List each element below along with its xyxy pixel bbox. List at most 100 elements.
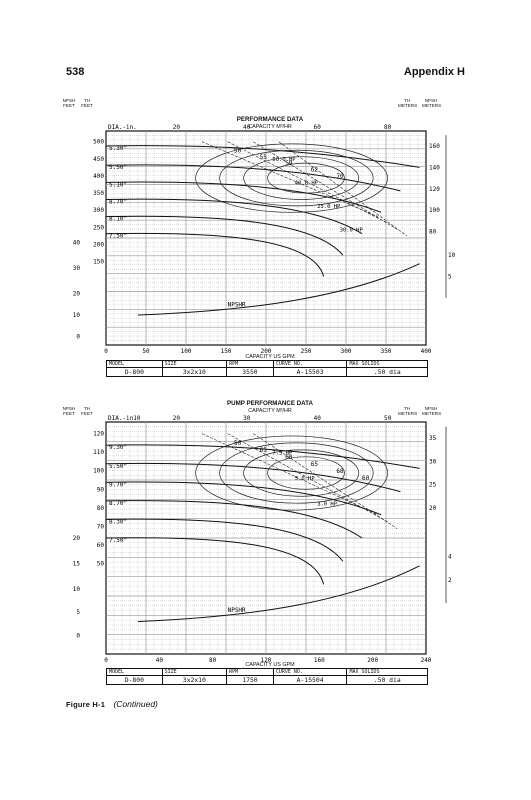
info-rpm: 1750 [226,675,274,685]
diameter-label: 8.10" [109,216,127,223]
bottom-tick-label: 350 [381,348,392,355]
diameter-label: 5.10" [109,181,127,188]
efficiency-label: 50 [234,147,242,154]
hp-label: 50.0 HP [272,157,296,163]
diameter-label: 5.30" [109,145,127,152]
bottom-tick-label: 300 [341,348,352,355]
top-tick-label: 40 [314,415,322,422]
hp-line [278,141,407,237]
capacity-m3-label: CAPACITY M³/HR [248,124,292,130]
diameter-label: 8.70" [109,198,127,205]
right-th-tick-label: 30 [429,458,437,465]
diameter-label: 7.50" [109,537,127,544]
th-tick-label: 80 [97,505,105,512]
info-curve: A-15504 [272,675,348,685]
info-solids: .50 dia [346,675,428,685]
hp-label: 5.0 HP [295,476,316,482]
hp-label: 7.5 HP [272,450,293,456]
section-title: Appendix H [403,66,465,78]
pump-info-table: MODEL SIZE RPM CURVE NO. MAX SOLIDS D-80… [106,360,428,377]
efficiency-contour [219,442,374,504]
bottom-tick-label: 0 [104,348,108,355]
info-header: MAX SOLIDS [346,668,428,676]
top-tick-label: 20 [173,124,181,131]
info-size: 3x2x10 [161,367,228,377]
npsh-tick-label: 10 [73,586,81,593]
hp-line [201,433,379,516]
th-meters-label: TH METERS [398,406,418,416]
hp-line [201,141,379,217]
right-th-tick-label: 20 [429,505,437,512]
npshr-curve [137,565,420,623]
chart-graphic: DIA.-in10 20 30 40 500 40 80 120 160 200 240120110… [73,415,452,664]
efficiency-contour [219,149,374,207]
chart-title: PERFORMANCE DATA [236,116,304,123]
capacity-gpm-label: CAPACITY US GPM [245,354,295,360]
npshr-label: NPSHR [228,301,246,308]
diameter-label: 8.70" [109,500,127,507]
info-rpm: 3550 [226,367,274,377]
efficiency-contour [195,435,388,511]
bottom-tick-label: 40 [156,657,164,664]
info-header: CURVE NO. [272,360,348,368]
info-header: CURVE NO. [272,668,348,676]
bottom-tick-label: 160 [314,657,325,664]
npsh-tick-label: 10 [73,312,81,319]
bottom-tick-label: 200 [367,657,378,664]
dia-label: DIA.-in. [108,124,137,131]
efficiency-contour [243,449,360,497]
head-curve [105,164,401,192]
efficiency-label: 70 [336,173,344,180]
info-header: RPM [226,668,274,676]
npsh-feet-label: NPSH FEET [62,98,76,108]
info-header: SIZE [161,360,228,368]
right-npsh-tick-label: 10 [448,252,456,259]
figure-note: (Continued) [113,699,158,709]
hp-label: 25.0 HP [317,204,341,210]
th-tick-label: 50 [97,561,105,568]
right-th-tick-label: 25 [429,482,437,489]
bottom-tick-label: 200 [261,348,272,355]
head-curve [105,232,325,277]
right-th-tick-label: 120 [429,186,440,193]
chart-title: PUMP PERFORMANCE DATA [227,400,313,407]
efficiency-label: 65 [260,447,268,454]
efficiency-contour [267,456,345,490]
hp-label: 30.0 HP [340,228,364,234]
th-tick-label: 70 [97,523,105,530]
figure-label: Figure H-1 [66,700,106,709]
right-th-tick-label: 35 [429,435,437,442]
efficiency-label: 60 [285,454,293,461]
bottom-tick-label: 80 [209,657,217,664]
info-header: MODEL [106,360,163,368]
info-header: MAX SOLIDS [346,360,428,368]
npsh-tick-label: 15 [73,561,81,568]
bottom-tick-label: 120 [261,657,272,664]
npshr-curve [137,263,420,316]
efficiency-contour [195,143,388,213]
th-tick-label: 120 [93,431,104,438]
right-npsh-tick-label: 2 [448,577,452,584]
efficiency-label: 62 [311,167,319,174]
chart-graphic: DIA.-in. 20 40 60 800 50 100 150 200 250 300 350 400… [73,124,456,355]
diameter-label: 5.50" [109,463,127,470]
hp-line [227,141,388,224]
head-curve [105,444,420,469]
th-tick-label: 200 [93,241,104,248]
info-header: RPM [226,360,274,368]
head-curve [105,198,363,235]
th-meters-label: TH METERS [398,98,418,108]
hp-line [253,141,398,230]
th-tick-label: 90 [97,486,105,493]
npsh-tick-label: 40 [73,239,81,246]
bottom-tick-label: 150 [221,348,232,355]
info-header: SIZE [161,668,228,676]
head-curve [105,518,344,562]
efficiency-label: 50 [234,440,242,447]
capacity-m3-label: CAPACITY M³/HR [248,408,292,414]
th-tick-label: 450 [93,156,104,163]
top-tick-label: 20 [173,415,181,422]
pump-info-table: MODEL SIZE RPM CURVE NO. MAX SOLIDS D-80… [106,668,428,685]
page-number: 538 [66,66,85,78]
dia-label: DIA.-in10 [108,415,141,422]
